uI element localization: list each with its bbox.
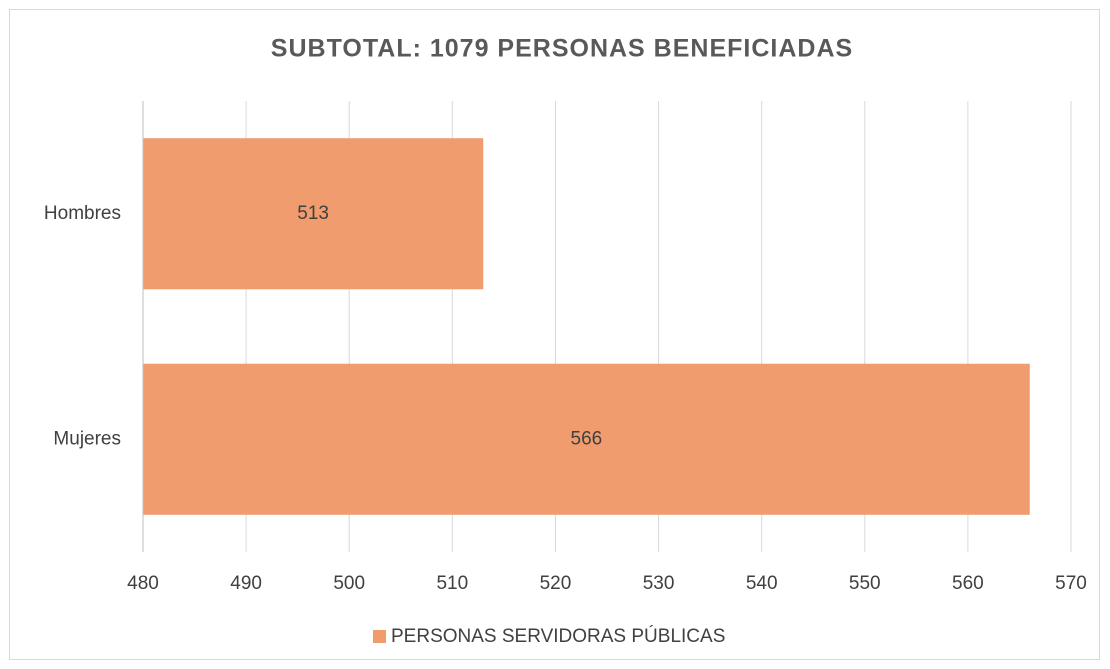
x-tick-label: 560 — [952, 573, 984, 594]
x-tick-label: 490 — [230, 573, 262, 594]
legend-swatch — [373, 630, 386, 643]
data-label: 513 — [297, 203, 329, 224]
legend-label: PERSONAS SERVIDORAS PÚBLICAS — [391, 625, 725, 647]
bar — [143, 138, 484, 290]
chart-title: SUBTOTAL: 1079 PERSONAS BENEFICIADAS — [271, 35, 853, 63]
x-tick-label: 500 — [333, 573, 365, 594]
x-tick-label: 540 — [746, 573, 778, 594]
y-tick-label: Hombres — [44, 203, 121, 224]
x-tick-label: 530 — [643, 573, 675, 594]
x-tick-label: 570 — [1055, 573, 1087, 594]
x-tick-label: 520 — [540, 573, 572, 594]
bar — [143, 363, 1030, 515]
x-tick-label: 480 — [127, 573, 159, 594]
chart-border — [9, 9, 1100, 660]
y-tick-label: Mujeres — [53, 428, 121, 449]
x-tick-label: 510 — [436, 573, 468, 594]
x-tick-label: 550 — [849, 573, 881, 594]
data-label: 566 — [571, 428, 603, 449]
